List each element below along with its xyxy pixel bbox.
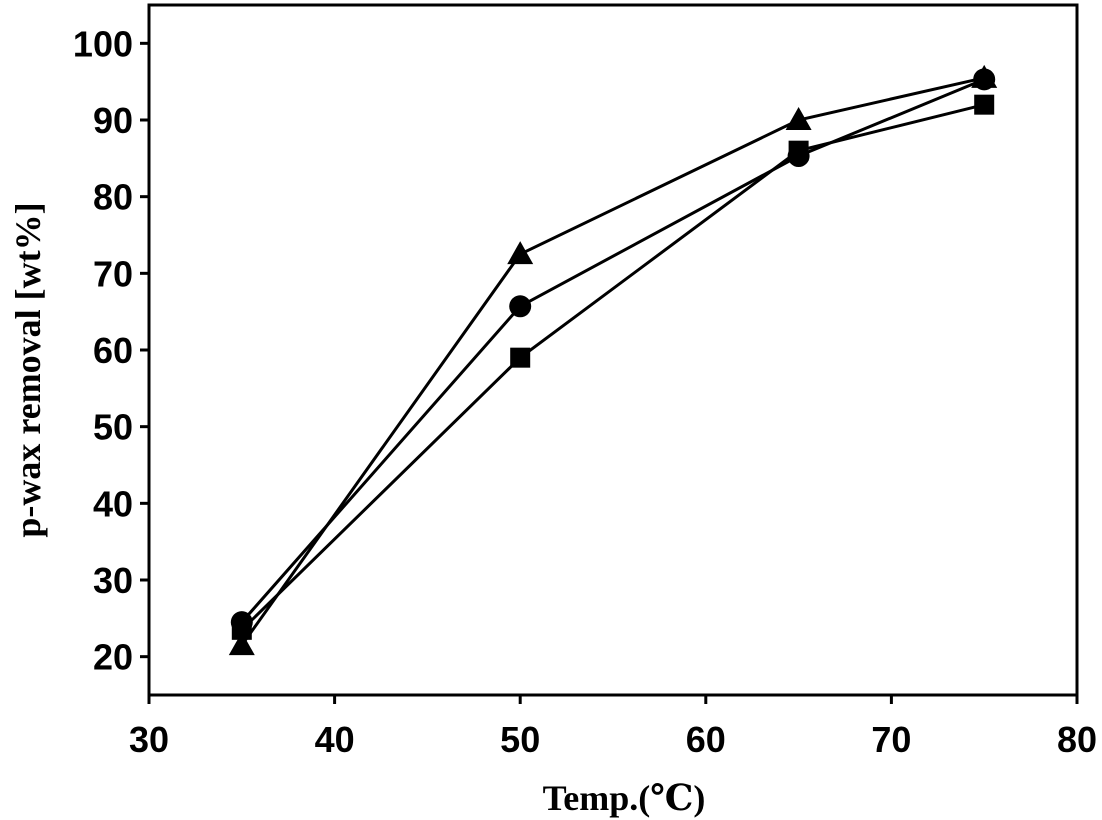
y-tick-label: 50 <box>93 407 133 448</box>
series-line-triangle <box>240 76 985 647</box>
tick-labels: 30 40 50 60 70 80 20 30 40 50 60 70 80 90 100 <box>73 23 1097 760</box>
circle-marker <box>509 295 532 318</box>
x-axis-title: Temp.(℃) <box>543 778 706 818</box>
series-line-circle <box>240 77 985 624</box>
triangle-marker <box>507 241 534 265</box>
x-tick-label: 80 <box>1057 719 1097 760</box>
y-tick-label: 30 <box>93 560 133 601</box>
circle-marker <box>230 611 253 634</box>
triangle-marker <box>785 107 812 130</box>
triangle-marker <box>228 632 255 656</box>
triangle-marker <box>971 64 998 88</box>
y-tick-label: 70 <box>93 253 133 294</box>
y-tick-label: 20 <box>93 637 133 678</box>
series-line-square <box>240 103 985 631</box>
x-tick-label: 40 <box>315 719 355 760</box>
series-lines <box>240 76 985 647</box>
x-tick-label: 60 <box>686 719 726 760</box>
y-axis-title: p-wax removal [wt%] <box>8 202 48 537</box>
plot-frame <box>147 3 1079 697</box>
x-tick-label: 30 <box>129 719 169 760</box>
circle-marker <box>787 145 810 168</box>
y-tick-label: 100 <box>73 23 133 64</box>
x-tick-label: 70 <box>871 719 911 760</box>
square-marker <box>510 347 531 368</box>
square-marker <box>974 94 995 115</box>
y-tick-label: 40 <box>93 483 133 524</box>
data-markers <box>228 64 998 656</box>
x-tick-label: 50 <box>500 719 540 760</box>
y-tick-label: 80 <box>93 177 133 218</box>
y-tick-label: 90 <box>93 100 133 141</box>
y-tick-label: 60 <box>93 330 133 371</box>
axis-ticks <box>140 41 1079 704</box>
